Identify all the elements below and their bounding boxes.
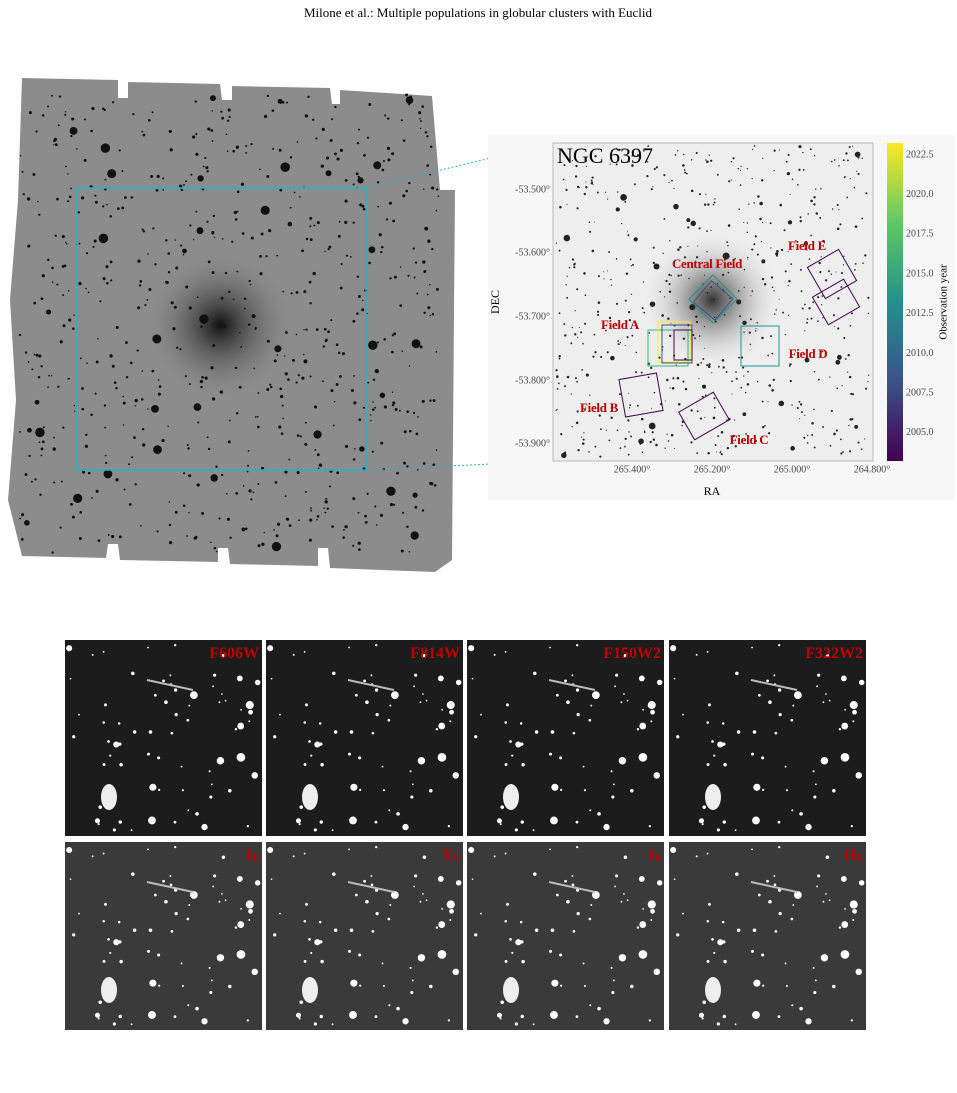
x-tick-label: 265.000° (774, 464, 811, 475)
panel-label: F606W (209, 645, 259, 662)
field-label: Field A (601, 317, 640, 332)
x-tick-label: 265.400° (614, 464, 651, 475)
panel-label-main: F322W2 (805, 645, 863, 662)
y-tick-label: -53.500° (515, 184, 550, 195)
panel-label: YE (442, 847, 461, 865)
panel-label-main: I (246, 847, 252, 864)
mosaic-image (8, 78, 455, 572)
panel-label-main: J (646, 847, 654, 864)
image-panel: IE (65, 842, 262, 1030)
panel-label: HE (844, 847, 863, 865)
panel-label: F322W2 (805, 645, 863, 662)
image-panel: F322W2 (669, 640, 866, 836)
image-panel: F606W (65, 640, 262, 836)
running-title: Milone et al.: Multiple populations in g… (304, 5, 653, 20)
y-tick-label: -53.900° (515, 438, 550, 449)
field-label: Central Field (672, 256, 743, 271)
panel-label-main: H (844, 847, 857, 864)
panel-label-main: Y (442, 847, 454, 864)
y-axis-label: DEC (488, 290, 502, 314)
image-panel: YE (266, 842, 463, 1030)
panel-label: IE (246, 847, 259, 865)
image-panel: F150W2 (467, 640, 664, 836)
y-tick-label: -53.800° (515, 375, 550, 386)
panel-label: F814W (410, 645, 460, 662)
colorbar-tick-label: 2010.0 (906, 348, 934, 359)
field-label: Field D (789, 346, 828, 361)
panel-label-sub: E (252, 853, 259, 864)
panel-label-sub: E (654, 853, 661, 864)
panel-label-main: F606W (209, 645, 259, 662)
x-tick-label: 264.800° (854, 464, 891, 475)
panel-label: F150W2 (603, 645, 661, 662)
image-panel: HE (669, 842, 866, 1030)
colorbar-tick-label: 2017.5 (906, 229, 934, 240)
y-tick-label: -53.600° (515, 247, 550, 258)
panel-label-sub: E (453, 853, 460, 864)
field-label: Field E (788, 238, 826, 253)
field-label: Field B (580, 400, 619, 415)
panel-label-sub: E (856, 853, 863, 864)
colorbar-tick-label: 2005.0 (906, 427, 934, 438)
x-axis-label: RA (704, 484, 721, 498)
field-label: Field C (730, 432, 769, 447)
colorbar-label: Observation year (938, 264, 950, 340)
colorbar-tick-label: 2022.5 (906, 149, 934, 160)
inset-figure: NGC 6397 DEC RA Observation year -53.500… (488, 135, 955, 500)
y-tick-label: -53.700° (515, 311, 550, 322)
panel-label-main: F814W (410, 645, 460, 662)
colorbar-tick-label: 2015.0 (906, 268, 934, 279)
inset-title: NGC 6397 (557, 143, 653, 168)
image-panel: JE (467, 842, 664, 1030)
colorbar-tick-label: 2012.5 (906, 308, 934, 319)
panel-label: JE (646, 847, 661, 865)
x-tick-label: 265.200° (694, 464, 731, 475)
colorbar-tick-label: 2020.0 (906, 189, 934, 200)
panel-label-main: F150W2 (603, 645, 661, 662)
colorbar (887, 143, 903, 461)
colorbar-tick-label: 2007.5 (906, 387, 934, 398)
image-panel: F814W (266, 640, 463, 836)
